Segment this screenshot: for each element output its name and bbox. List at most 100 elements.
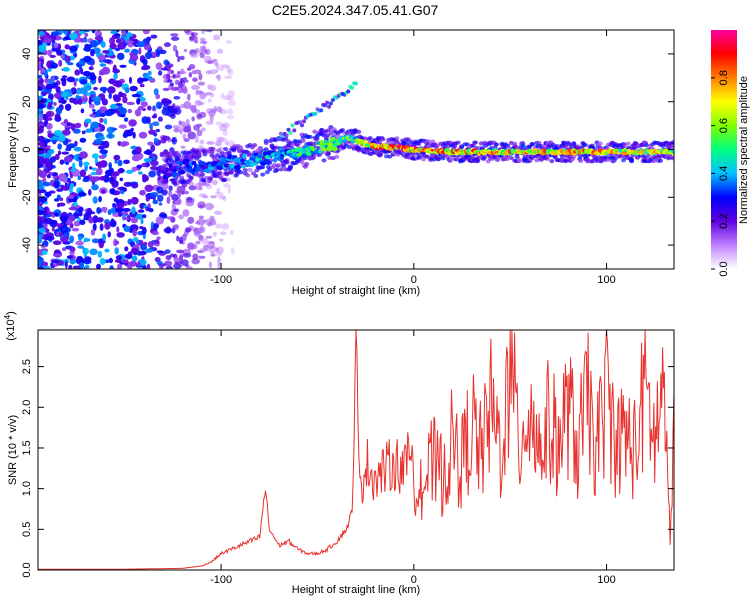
heatmap-cell <box>116 30 120 33</box>
heatmap-cell <box>217 262 222 269</box>
heatmap-cell <box>216 165 224 171</box>
heatmap-cell <box>208 110 216 117</box>
heatmap-cell <box>346 145 352 150</box>
heatmap-cell <box>62 247 67 251</box>
heatmap-cell <box>38 150 46 154</box>
heatmap-cell <box>182 87 188 95</box>
heatmap-cell <box>256 154 263 159</box>
heatmap-cell <box>74 69 81 76</box>
heatmap-cell <box>147 241 154 248</box>
heatmap-cell <box>222 178 228 182</box>
heatmap-cell <box>115 38 122 44</box>
heatmap-cell <box>215 74 219 79</box>
heatmap-cell <box>79 262 85 269</box>
heatmap-cell <box>215 246 224 255</box>
heatmap-cell <box>340 128 345 133</box>
heatmap-cell <box>192 77 198 82</box>
heatmap-cell <box>196 129 203 137</box>
heatmap-cell <box>207 60 213 65</box>
heatmap-cell <box>172 179 178 184</box>
heatmap-cell <box>38 74 43 79</box>
heatmap-cell <box>131 182 139 189</box>
heatmap-cell <box>108 78 116 85</box>
heatmap-cell <box>116 226 120 233</box>
heatmap-cell <box>156 250 164 254</box>
heatmap-cell <box>177 71 181 75</box>
heatmap-cell <box>112 94 119 101</box>
heatmap-cell <box>187 124 192 132</box>
heatmap-cell <box>183 48 188 53</box>
heatmap-cell <box>139 189 146 196</box>
heatmap-cell <box>216 74 222 81</box>
heatmap-cell <box>38 180 43 188</box>
heatmap-cell <box>128 260 138 267</box>
heatmap-cell <box>190 71 199 75</box>
heatmap-cell <box>200 248 204 253</box>
heatmap-cell <box>44 119 47 127</box>
heatmap-cell <box>215 223 222 229</box>
heatmap-cell <box>124 40 134 44</box>
heatmap-cell <box>53 92 63 99</box>
heatmap-cell <box>57 43 62 51</box>
heatmap-cell <box>84 32 89 37</box>
heatmap-y-tick-label: 20 <box>21 96 33 108</box>
heatmap-cell <box>64 44 70 50</box>
heatmap-cell <box>178 161 183 167</box>
heatmap-cell <box>165 226 172 234</box>
heatmap-cell <box>145 196 150 202</box>
heatmap-cell <box>98 72 106 76</box>
heatmap-cell <box>238 170 244 175</box>
heatmap-cell <box>325 100 330 105</box>
heatmap-cell <box>38 221 43 229</box>
heatmap-cell <box>207 241 216 249</box>
heatmap-cell <box>68 264 73 269</box>
heatmap-cell <box>670 144 674 148</box>
heatmap-cell <box>671 148 674 154</box>
heatmap-cell <box>529 142 535 146</box>
heatmap-cell <box>182 79 189 83</box>
heatmap-cell <box>326 128 332 133</box>
heatmap-cell <box>183 138 190 142</box>
heatmap-cell <box>263 141 269 145</box>
heatmap-cell <box>629 158 635 163</box>
heatmap-cell <box>187 216 195 224</box>
heatmap-cell <box>222 129 228 136</box>
heatmap-cell <box>89 40 99 48</box>
heatmap-cell <box>42 265 51 269</box>
heatmap-cell <box>182 209 190 217</box>
heatmap-x-tick-label: 0 <box>411 274 417 286</box>
heatmap-cell <box>178 214 185 220</box>
heatmap-cell <box>131 255 138 262</box>
heatmap-cell <box>201 93 209 97</box>
heatmap-cell <box>101 98 108 106</box>
heatmap-cell <box>227 95 235 101</box>
heatmap-cell <box>209 93 215 98</box>
heatmap-cell <box>171 193 179 201</box>
heatmap-cell <box>149 192 159 198</box>
heatmap-cell <box>155 50 161 58</box>
heatmap-cell <box>135 240 140 245</box>
heatmap-cell <box>221 122 230 128</box>
heatmap-cell <box>292 128 297 133</box>
heatmap-cell <box>84 237 88 241</box>
heatmap-cell <box>127 108 133 114</box>
heatmap-cell <box>135 146 142 155</box>
heatmap-cell <box>59 197 64 202</box>
heatmap-cell <box>139 204 144 210</box>
heatmap-cell <box>284 158 290 163</box>
heatmap-cell <box>90 121 100 129</box>
heatmap-cell <box>170 36 180 41</box>
heatmap-cell <box>82 260 92 265</box>
heatmap-cell <box>549 159 555 164</box>
heatmap-cell <box>164 249 171 254</box>
heatmap-cell <box>367 136 373 141</box>
heatmap-cell <box>98 54 106 62</box>
heatmap-cell <box>350 85 355 90</box>
heatmap-cell <box>179 55 185 61</box>
heatmap-cell <box>219 108 228 115</box>
heatmap-cell <box>195 240 201 245</box>
heatmap-cell <box>88 66 94 71</box>
heatmap-cell <box>51 259 60 263</box>
heatmap-cell <box>143 150 153 155</box>
heatmap-cell <box>64 155 73 163</box>
